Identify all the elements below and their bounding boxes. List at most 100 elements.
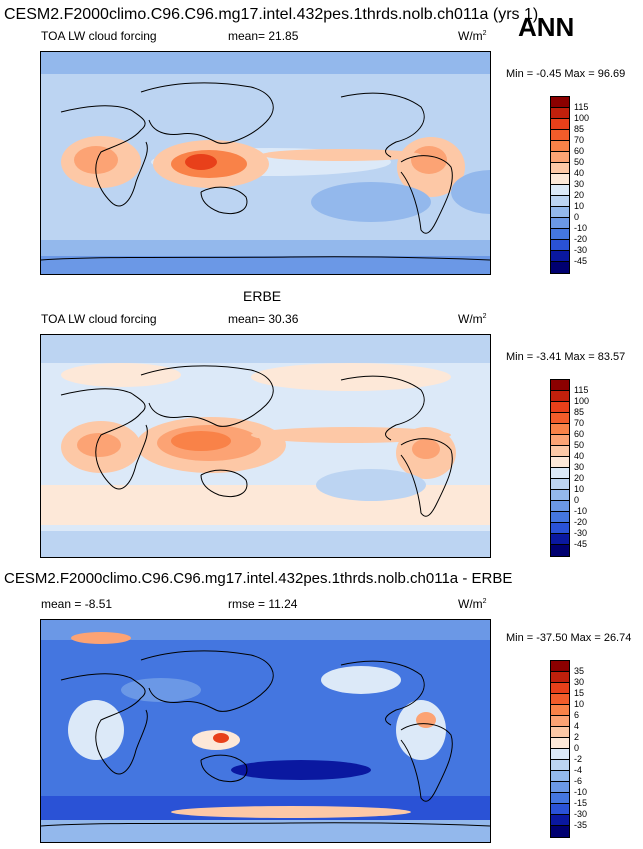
colorbar-tick: 0	[574, 495, 580, 505]
colorbar-swatch	[551, 229, 569, 240]
colorbar-swatch	[551, 196, 569, 207]
colorbar-tick: 115	[574, 102, 589, 112]
colorbar-tick: 35	[574, 666, 585, 676]
colorbar-tick: 6	[574, 710, 580, 720]
panel-minmax: Min = -0.45 Max = 96.69	[506, 68, 626, 80]
colorbar-swatch	[551, 174, 569, 185]
arctic-band	[41, 52, 490, 74]
panel-units: W/m2	[458, 29, 487, 43]
colorbar-tick: 70	[574, 135, 585, 145]
colorbar-swatch	[551, 716, 569, 727]
se-pacific-low	[316, 469, 426, 501]
colorbar-obs	[550, 379, 570, 557]
colorbar-tick: 20	[574, 190, 585, 200]
colorbar-swatch	[551, 694, 569, 705]
colorbar-tick: -6	[574, 776, 583, 786]
panel-left-label: TOA LW cloud forcing	[41, 312, 157, 326]
colorbar-swatch	[551, 435, 569, 446]
colorbar-tick: 30	[574, 677, 585, 687]
colorbar-swatch	[551, 771, 569, 782]
colorbar-swatch	[551, 760, 569, 771]
colorbar-swatch	[551, 391, 569, 402]
amazon-diff	[396, 700, 446, 760]
colorbar-tick: -4	[574, 765, 583, 775]
colorbar-swatch	[551, 727, 569, 738]
colorbar-swatch	[551, 262, 569, 273]
colorbar-tick: 0	[574, 212, 580, 222]
colorbar-swatch	[551, 705, 569, 716]
colorbar-tick: 4	[574, 721, 580, 731]
north-pacific-track	[251, 363, 451, 391]
panel-minmax: Min = -3.41 Max = 83.57	[506, 351, 626, 363]
colorbar-swatch	[551, 826, 569, 837]
colorbar-swatch	[551, 119, 569, 130]
colorbar-swatch	[551, 782, 569, 793]
se-pacific-low	[311, 182, 431, 222]
colorbar-tick: -10	[574, 223, 588, 233]
colorbar-diff	[550, 660, 570, 838]
antarctica-field	[41, 256, 490, 274]
colorbar-swatch	[551, 512, 569, 523]
colorbar-swatch	[551, 661, 569, 672]
colorbar-swatch	[551, 413, 569, 424]
colorbar-swatch	[551, 738, 569, 749]
panel-heading: CESM2.F2000climo.C96.C96.mg17.intel.432p…	[4, 570, 513, 587]
colorbar-swatch	[551, 749, 569, 760]
colorbar-swatch	[551, 672, 569, 683]
africa-core	[74, 146, 118, 174]
maritime-continent-peak	[185, 154, 217, 170]
amazon-core	[411, 146, 447, 174]
page-title: CESM2.F2000climo.C96.C96.mg17.intel.432p…	[4, 6, 539, 23]
colorbar-tick: 10	[574, 699, 585, 709]
colorbar-swatch	[551, 207, 569, 218]
antarctic-coast-excess	[171, 806, 411, 818]
colorbar-tick: 40	[574, 168, 585, 178]
colorbar-tick: 60	[574, 429, 585, 439]
colorbar-swatch	[551, 402, 569, 413]
colorbar-swatch	[551, 218, 569, 229]
colorbar-swatch	[551, 163, 569, 174]
colorbar-swatch	[551, 793, 569, 804]
southern-storm-track	[41, 485, 490, 525]
colorbar-swatch	[551, 815, 569, 826]
colorbar-swatch	[551, 457, 569, 468]
asia-diff	[121, 678, 201, 702]
antarctic-band	[41, 531, 490, 557]
arctic-band	[41, 335, 490, 363]
panel-mean-label: mean= 21.85	[228, 29, 299, 43]
amazon-core	[412, 439, 440, 459]
panel-heading: ERBE	[243, 288, 282, 304]
colorbar-swatch	[551, 534, 569, 545]
colorbar-swatch	[551, 468, 569, 479]
panel-mean-label: mean = -8.51	[41, 597, 113, 611]
colorbar-tick: -20	[574, 234, 588, 244]
colorbar-swatch	[551, 545, 569, 556]
map-diff	[40, 619, 491, 843]
colorbar-swatch	[551, 380, 569, 391]
amazon-peak	[416, 712, 436, 728]
pacific-itcz	[261, 149, 421, 161]
colorbar-swatch	[551, 424, 569, 435]
colorbar-swatch	[551, 240, 569, 251]
colorbar-tick: 70	[574, 418, 585, 428]
antarctic-band	[41, 820, 490, 842]
nh-storm-track	[61, 363, 181, 387]
colorbar-tick: -45	[574, 256, 588, 266]
colorbar-swatch	[551, 490, 569, 501]
colorbar-tick: 60	[574, 146, 585, 156]
colorbar-tick: 40	[574, 451, 585, 461]
colorbar-tick: 10	[574, 201, 585, 211]
colorbar-swatch	[551, 501, 569, 512]
coastlines	[60, 365, 453, 517]
colorbar-swatch	[551, 446, 569, 457]
panel-left-label: TOA LW cloud forcing	[41, 29, 157, 43]
colorbar-swatch	[551, 130, 569, 141]
maritime-peak	[213, 733, 229, 743]
panel-units: W/m2	[458, 312, 487, 326]
colorbar-tick: 85	[574, 407, 585, 417]
colorbar-tick: 30	[574, 179, 585, 189]
colorbar-tick: -20	[574, 517, 588, 527]
map-model	[40, 51, 491, 275]
colorbar-tick: 20	[574, 473, 585, 483]
colorbar-tick: 50	[574, 157, 585, 167]
